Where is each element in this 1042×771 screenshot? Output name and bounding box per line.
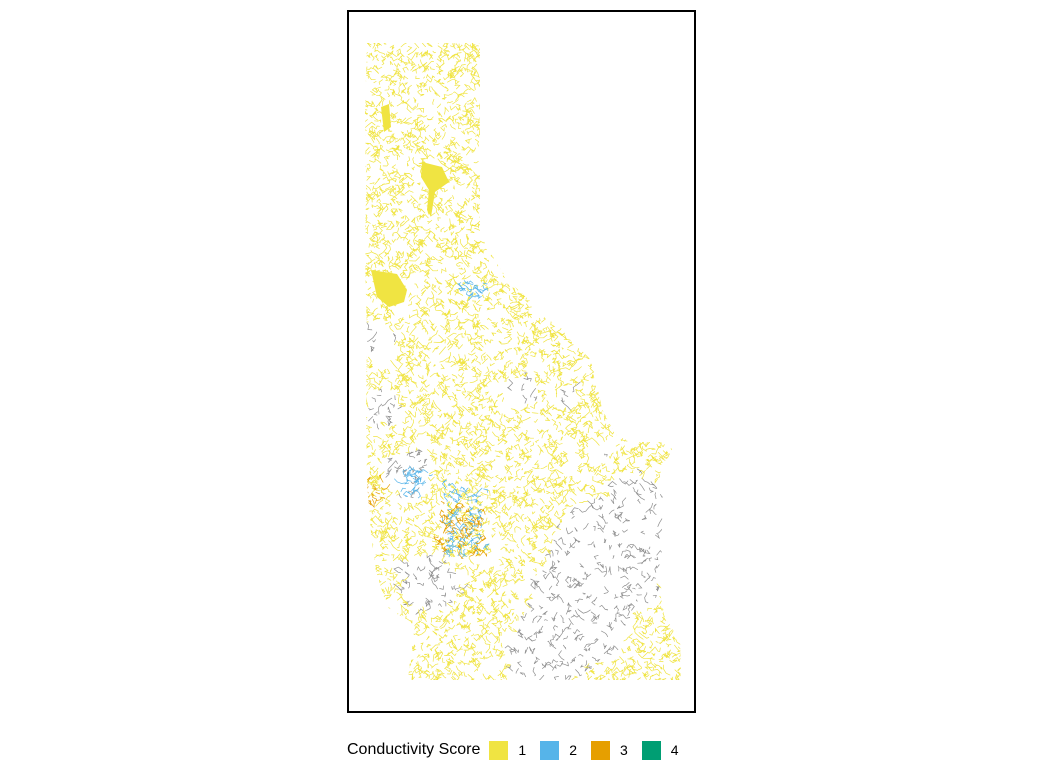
legend-item-2: 2 xyxy=(540,740,577,760)
legend-title: Conductivity Score xyxy=(347,741,481,758)
legend-item-1: 1 xyxy=(489,740,527,760)
legend-item-4: 4 xyxy=(641,740,679,760)
waterbody-1 xyxy=(421,162,449,217)
waterbody-3 xyxy=(371,270,407,307)
legend: Conductivity Score 1 2 3 4 xyxy=(347,737,693,763)
legend-swatch-3 xyxy=(590,740,610,760)
legend-label-3: 3 xyxy=(619,742,628,758)
legend-swatch-2 xyxy=(540,740,560,760)
waterbody-2 xyxy=(381,104,391,132)
legend-label-4: 4 xyxy=(670,742,679,758)
stream-network-map xyxy=(365,43,681,680)
legend-item-3: 3 xyxy=(590,740,628,760)
legend-swatch-1 xyxy=(489,740,509,760)
legend-swatch-4 xyxy=(641,740,661,760)
legend-label-1: 1 xyxy=(518,742,527,758)
map-frame xyxy=(347,10,696,713)
legend-label-2: 2 xyxy=(569,742,577,758)
